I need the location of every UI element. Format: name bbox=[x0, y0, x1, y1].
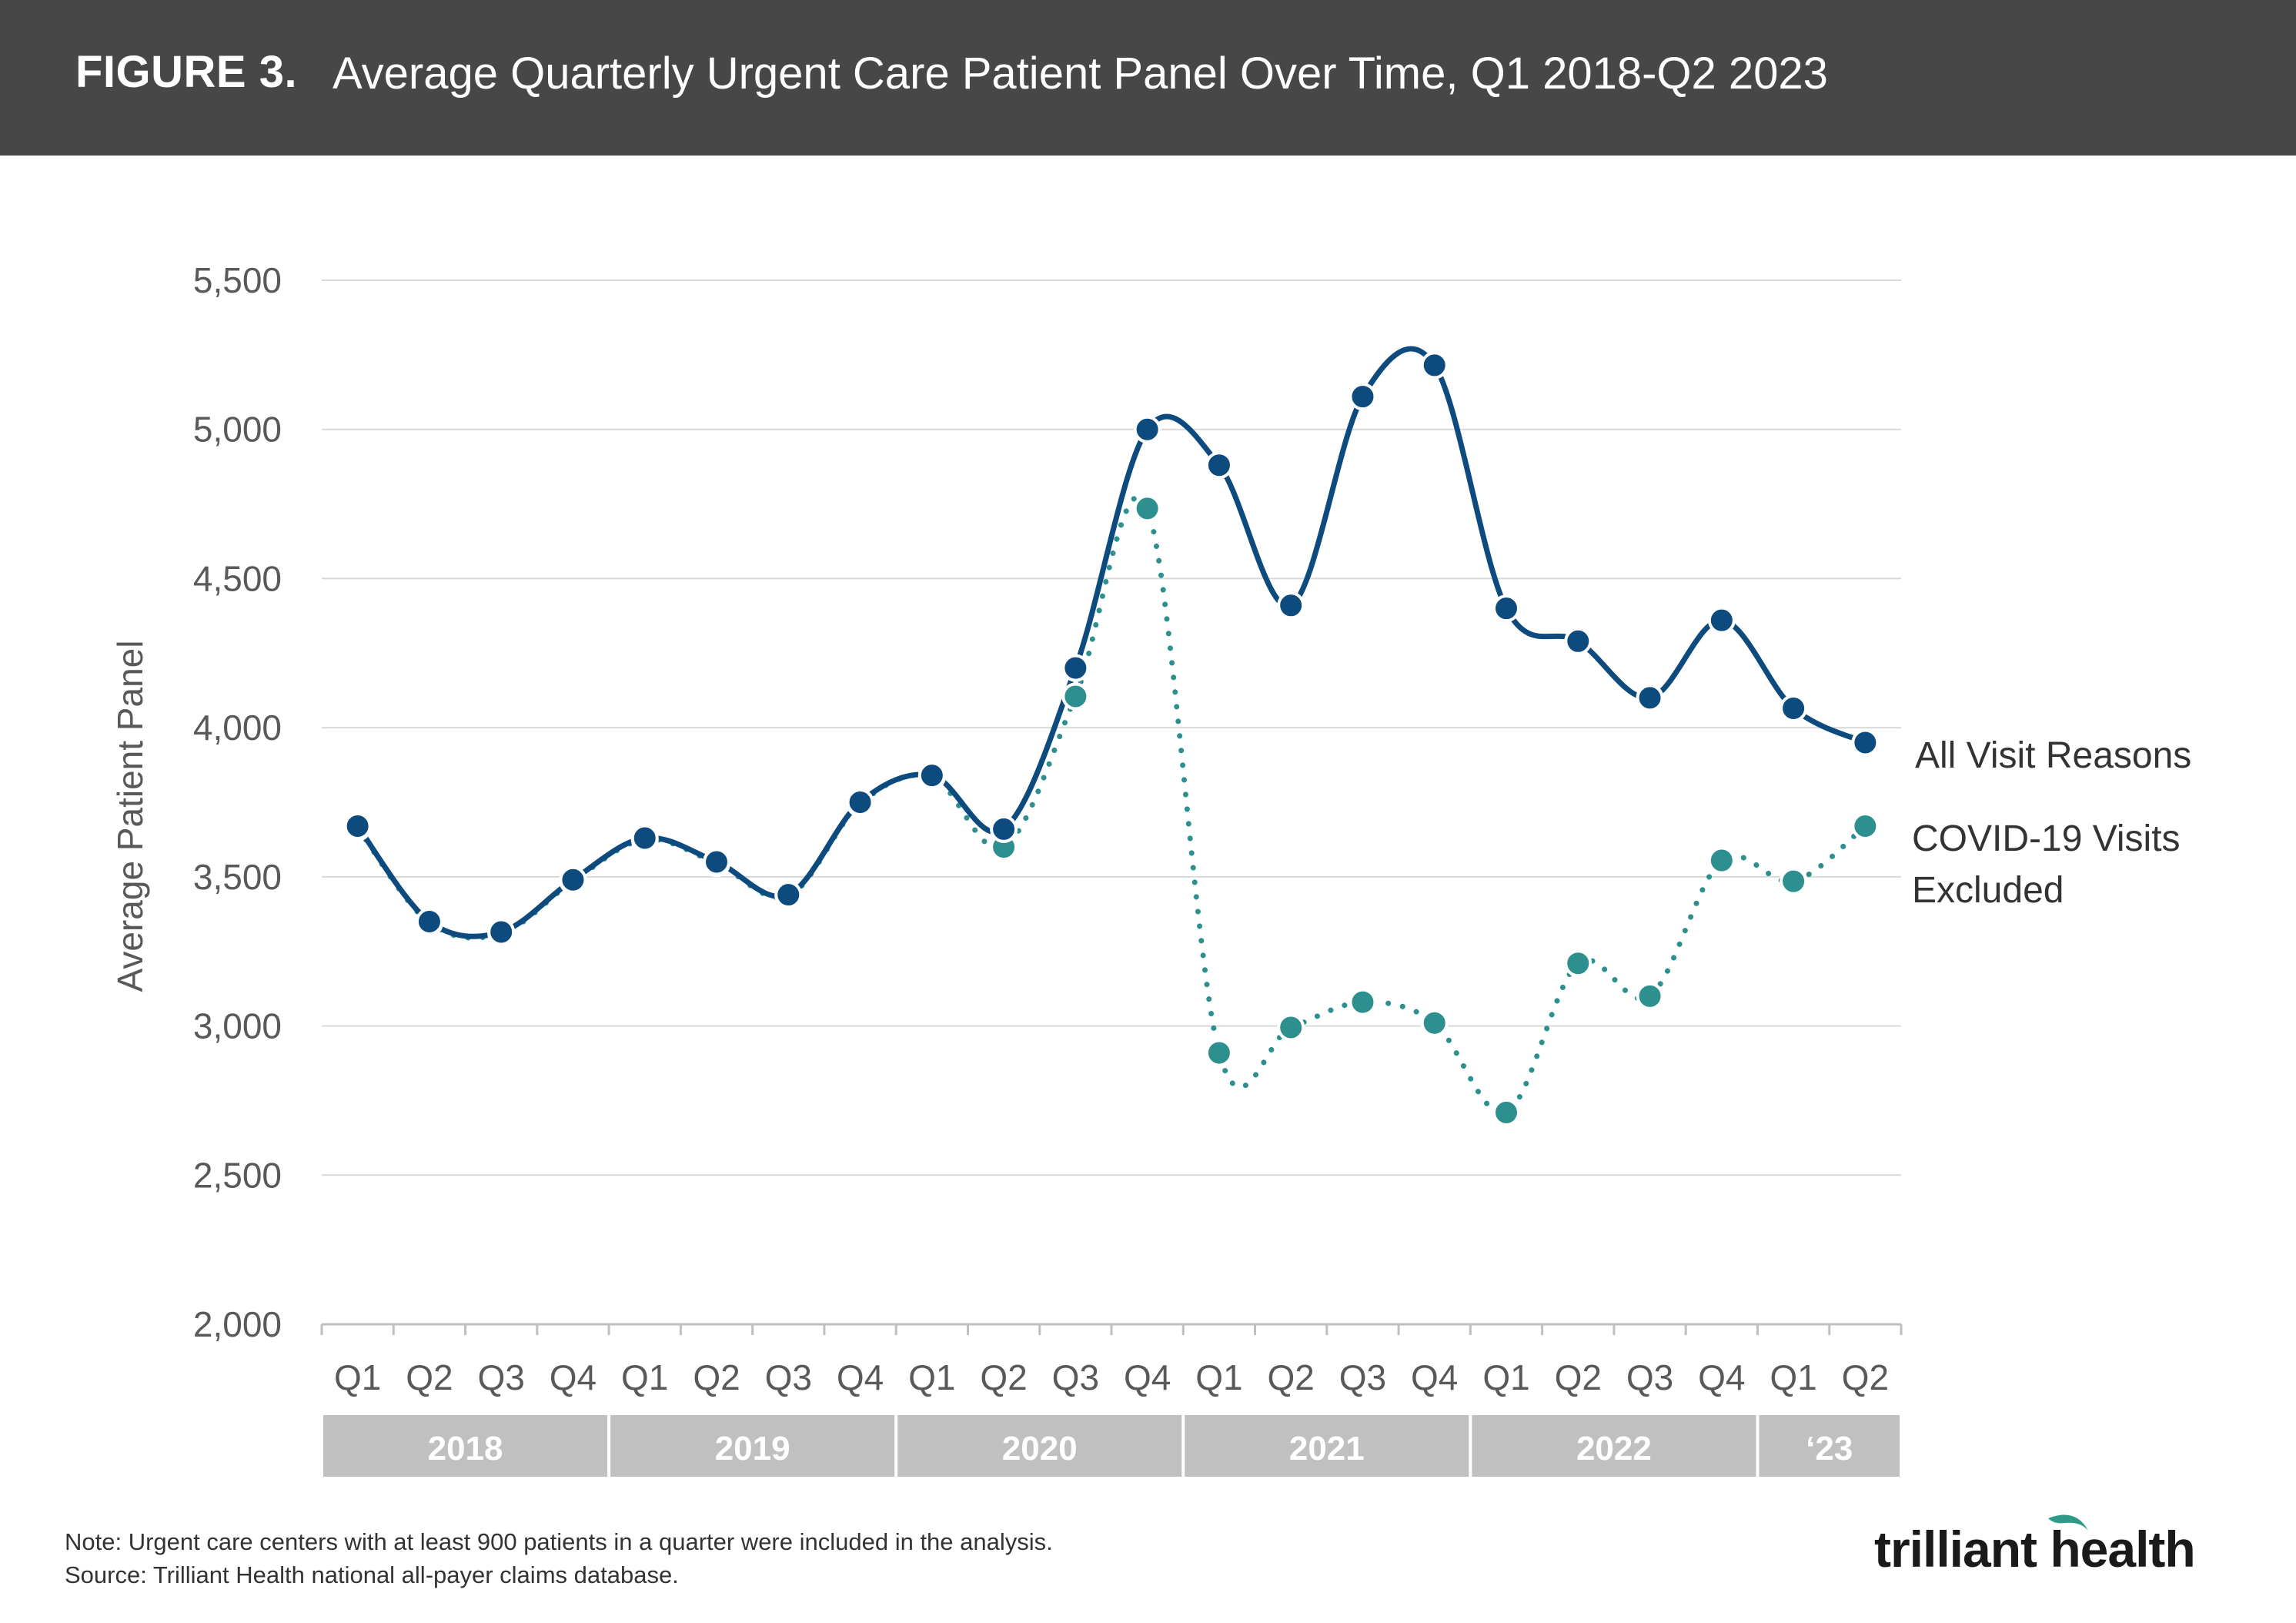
data-point-all-visits bbox=[1061, 654, 1090, 682]
x-tick-label: Q3 bbox=[477, 1357, 524, 1397]
series-label-covid-excluded-line2: Excluded bbox=[1912, 870, 2064, 911]
year-label: ‘23 bbox=[1806, 1430, 1853, 1467]
x-tick-label: Q2 bbox=[1267, 1357, 1314, 1397]
data-point-all-visits bbox=[343, 812, 372, 840]
data-point-covid-excluded bbox=[1205, 1039, 1233, 1067]
data-point-all-visits bbox=[1277, 591, 1305, 620]
data-point-all-visits bbox=[1851, 728, 1880, 757]
data-point-covid-excluded bbox=[1851, 812, 1880, 840]
logo-swoosh-icon bbox=[2048, 1514, 2088, 1531]
y-tick-label: 4,500 bbox=[193, 558, 282, 598]
year-label: 2021 bbox=[1289, 1430, 1365, 1467]
series-labels: All Visit Reasons COVID-19 Visits Excluded bbox=[1912, 735, 2191, 911]
y-tick-label: 2,000 bbox=[193, 1304, 282, 1344]
data-point-all-visits bbox=[774, 881, 803, 909]
y-tick-label: 3,500 bbox=[193, 857, 282, 897]
year-band bbox=[323, 1415, 608, 1477]
year-band bbox=[610, 1415, 895, 1477]
series-label-all-visits: All Visit Reasons bbox=[1915, 735, 2191, 776]
x-tick-label: Q1 bbox=[621, 1357, 668, 1397]
x-tick-label: Q3 bbox=[765, 1357, 812, 1397]
data-point-all-visits bbox=[1420, 351, 1449, 380]
year-band bbox=[1472, 1415, 1756, 1477]
x-tick-label: Q3 bbox=[1626, 1357, 1673, 1397]
year-label: 2022 bbox=[1576, 1430, 1652, 1467]
data-point-covid-excluded bbox=[1061, 682, 1090, 711]
figure-label: FIGURE 3. bbox=[75, 47, 298, 97]
x-tick-label: Q4 bbox=[550, 1357, 597, 1397]
data-point-covid-excluded bbox=[1707, 846, 1736, 875]
x-tick-label: Q1 bbox=[908, 1357, 955, 1397]
data-point-covid-excluded bbox=[1564, 949, 1592, 978]
data-point-all-visits bbox=[1636, 684, 1664, 712]
x-tick-label: Q1 bbox=[1195, 1357, 1242, 1397]
series-line-covid-excluded bbox=[355, 494, 1868, 1116]
series-line-all-visits bbox=[355, 346, 1868, 939]
year-bands: 2018 2019 2020 2021 2022 ‘23 bbox=[323, 1415, 1900, 1477]
year-label: 2018 bbox=[428, 1430, 503, 1467]
y-tick-label: 5,500 bbox=[193, 260, 282, 300]
data-point-covid-excluded bbox=[1636, 982, 1664, 1010]
year-band bbox=[1759, 1415, 1900, 1477]
year-band bbox=[897, 1415, 1182, 1477]
data-point-covid-excluded bbox=[1492, 1098, 1520, 1126]
figure-title: Average Quarterly Urgent Care Patient Pa… bbox=[333, 49, 1828, 99]
x-tick-label: Q3 bbox=[1052, 1357, 1099, 1397]
data-point-all-visits bbox=[630, 824, 659, 852]
x-tick-label: Q4 bbox=[1124, 1357, 1171, 1397]
x-tick-label: Q2 bbox=[980, 1357, 1027, 1397]
gridlines bbox=[322, 279, 1901, 1176]
y-tick-label: 5,000 bbox=[193, 410, 282, 450]
x-axis bbox=[320, 1323, 1903, 1335]
series-label-covid-excluded-line1: COVID-19 Visits bbox=[1912, 818, 2181, 859]
data-point-all-visits bbox=[559, 865, 587, 894]
figure-header: FIGURE 3. Average Quarterly Urgent Care … bbox=[0, 0, 2296, 156]
data-point-all-visits bbox=[703, 848, 730, 876]
data-point-all-visits bbox=[487, 918, 516, 946]
data-point-all-visits bbox=[1707, 606, 1736, 634]
data-point-all-visits bbox=[917, 761, 946, 790]
data-point-covid-excluded bbox=[1349, 988, 1377, 1016]
trilliant-health-logo: trilliant health bbox=[1874, 1509, 2236, 1586]
x-tick-label: Q4 bbox=[1411, 1357, 1458, 1397]
footer-note: Note: Urgent care centers with at least … bbox=[65, 1528, 1053, 1555]
x-tick-label: Q1 bbox=[334, 1357, 381, 1397]
x-tick-label: Q2 bbox=[693, 1357, 740, 1397]
data-point-all-visits bbox=[1205, 451, 1233, 480]
logo-wordmark: trilliant health bbox=[1874, 1521, 2196, 1578]
y-tick-label: 2,500 bbox=[193, 1155, 282, 1195]
data-point-all-visits bbox=[846, 788, 874, 816]
y-axis-label: Average Patient Panel bbox=[110, 641, 150, 992]
data-point-all-visits bbox=[1133, 415, 1161, 443]
data-point-all-visits bbox=[1349, 383, 1377, 411]
data-point-covid-excluded bbox=[1780, 867, 1808, 895]
year-label: 2019 bbox=[715, 1430, 790, 1467]
data-point-all-visits bbox=[1780, 694, 1808, 722]
y-tick-label: 3,000 bbox=[193, 1006, 282, 1046]
x-tick-labels: Q1 Q2 Q3 Q4 Q1 Q2 Q3 Q4 Q1 Q2 Q3 Q4 Q1 Q2 Q3 Q4 Q1 Q2 Q3 Q4… bbox=[334, 1357, 1889, 1397]
footer-source: Source: Trilliant Health national all-pa… bbox=[65, 1561, 679, 1588]
year-label: 2020 bbox=[1002, 1430, 1078, 1467]
data-point-covid-excluded bbox=[1420, 1009, 1449, 1037]
year-band bbox=[1185, 1415, 1469, 1477]
data-point-all-visits bbox=[1564, 627, 1592, 655]
x-tick-label: Q4 bbox=[837, 1357, 884, 1397]
data-point-all-visits bbox=[1492, 594, 1520, 623]
x-tick-label: Q1 bbox=[1770, 1357, 1816, 1397]
x-tick-label: Q1 bbox=[1482, 1357, 1529, 1397]
x-tick-label: Q2 bbox=[406, 1357, 453, 1397]
x-tick-label: Q4 bbox=[1698, 1357, 1745, 1397]
series-points bbox=[343, 351, 1880, 1126]
data-point-covid-excluded bbox=[1277, 1013, 1305, 1042]
x-tick-label: Q3 bbox=[1339, 1357, 1386, 1397]
data-point-all-visits bbox=[415, 907, 443, 935]
x-tick-label: Q2 bbox=[1842, 1357, 1889, 1397]
data-point-covid-excluded bbox=[1133, 494, 1161, 523]
data-point-all-visits bbox=[990, 815, 1018, 843]
x-tick-label: Q2 bbox=[1555, 1357, 1602, 1397]
y-tick-label: 4,000 bbox=[193, 708, 282, 748]
y-tick-labels: 2,000 2,500 3,000 3,500 4,000 4,500 5,000 5,500 bbox=[193, 260, 282, 1344]
